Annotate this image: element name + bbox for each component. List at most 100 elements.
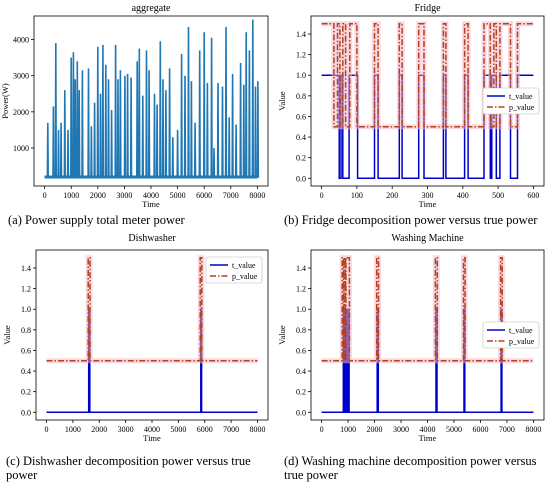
plot-area [321,21,534,180]
y-axis-label: Value [277,91,287,111]
legend: t_value p_value [482,87,540,115]
x-tick-label: 2000 [91,425,107,434]
legend: t_value p_value [482,321,540,349]
series-line-p_value [46,256,258,362]
washing-machine-chart: Washing Machine 0 1000 2000 3000 4000 5000 6000… [277,233,545,443]
y-tick-label: 0.4 [296,367,306,376]
y-tick-label: 1.2 [296,51,306,60]
y-tick-label: 0.4 [21,367,31,376]
legend-box [482,87,540,115]
legend-label-p_value: p_value [509,337,535,346]
x-axis-label: Time [143,433,161,443]
y-tick-label: 1.2 [21,285,31,294]
x-tick-label: 5000 [170,191,186,200]
y-tick-label: 4000 [13,36,29,45]
legend-box [482,321,540,349]
series-line-p_value [321,22,534,128]
x-tick-label: 200 [386,191,398,200]
fridge-chart: Fridge 0 100 200 300 400 500 600 Time 0.0 0.2 0.4 0.… [277,3,545,209]
y-axis-label: Value [277,325,287,345]
legend-label-t_value: t_value [509,326,533,335]
y-tick-label: 0.4 [296,133,306,142]
legend: t_value p_value [205,256,263,284]
y-tick-label: 3000 [13,72,29,81]
y-tick-label: 0.2 [296,388,306,397]
y-tick-label: 0.8 [296,92,306,101]
y-tick-label: 0.6 [296,112,306,121]
legend-label-t_value: t_value [232,261,256,270]
y-tick-label: 0.6 [21,346,31,355]
x-tick-label: 2000 [90,191,106,200]
aggregate-chart: aggregate 0 1000 2000 3000 4000 5000 6000 7000 80… [0,3,269,209]
x-tick-label: 2000 [367,425,383,434]
y-tick-label: 0.8 [21,326,31,335]
x-axis-label: Time [419,199,437,209]
x-tick-label: 3000 [118,425,134,434]
y-tick-label: 1.0 [296,305,306,314]
y-tick-label: 0.0 [21,408,31,417]
series-line-aggregate [44,19,260,178]
legend-label-p_value: p_value [509,103,535,112]
y-tick-label: 1.4 [21,264,31,273]
x-tick-label: 3000 [116,191,132,200]
plot-area [44,19,260,179]
y-tick-label: 1.0 [21,305,31,314]
y-axis-label: Value [2,325,12,345]
y-tick-label: 1000 [13,144,29,153]
x-tick-label: 1000 [65,425,81,434]
x-tick-label: 6000 [472,425,488,434]
plot-area [321,255,534,414]
x-tick-label: 6000 [197,425,213,434]
y-tick-label: 1.4 [296,264,306,273]
x-tick-label: 4000 [144,425,160,434]
y-tick-label: 2000 [13,108,29,117]
y-tick-label: 0.0 [296,174,306,183]
x-tick-label: 400 [457,191,469,200]
y-tick-label: 1.4 [296,30,306,39]
x-tick-label: 1000 [63,191,79,200]
dishwasher-chart: Dishwasher 0 1000 2000 3000 4000 5000 6000 7000 8… [2,233,269,443]
y-tick-label: 0.2 [21,388,31,397]
chart-title: Washing Machine [391,233,464,244]
x-tick-label: 8000 [249,191,265,200]
x-tick-label: 7000 [499,425,515,434]
caption-d: (d) Washing machine decomposition power … [284,454,537,482]
y-axis-label: Power(W) [0,83,10,119]
x-tick-label: 500 [492,191,504,200]
x-tick-label: 7000 [223,425,239,434]
y-tick-label: 0.0 [296,408,306,417]
y-tick-label: 1.2 [296,285,306,294]
x-axis-label: Time [419,433,437,443]
x-tick-label: 600 [527,191,539,200]
x-axis-label: Time [142,199,160,209]
x-tick-label: 0 [320,425,324,434]
y-tick-label: 1.0 [296,71,306,80]
chart-title: Fridge [414,3,441,14]
x-tick-label: 4000 [143,191,159,200]
caption-b: (b) Fridge decomposition power versus tr… [284,213,538,227]
y-tick-label: 0.2 [296,154,306,163]
x-tick-label: 300 [422,191,434,200]
legend-label-p_value: p_value [232,272,258,281]
chart-title: Dishwasher [128,233,176,244]
x-tick-label: 1000 [340,425,356,434]
x-tick-label: 3000 [393,425,409,434]
legend-label-t_value: t_value [509,92,533,101]
x-tick-label: 8000 [249,425,265,434]
caption-a: (a) Power supply total meter power [8,213,185,227]
x-tick-label: 6000 [196,191,212,200]
x-tick-label: 5000 [446,425,462,434]
x-tick-label: 8000 [525,425,541,434]
y-tick-label: 0.8 [296,326,306,335]
y-tick-label: 0.6 [296,346,306,355]
x-tick-label: 100 [351,191,363,200]
caption-c: (c) Dishwasher decomposition power versu… [6,454,251,482]
x-tick-label: 0 [320,191,324,200]
x-tick-label: 5000 [170,425,186,434]
legend-box [205,256,263,284]
chart-title: aggregate [132,3,171,14]
plot-area [46,255,258,414]
x-tick-label: 7000 [223,191,239,200]
x-tick-label: 0 [43,191,47,200]
x-tick-label: 4000 [420,425,436,434]
